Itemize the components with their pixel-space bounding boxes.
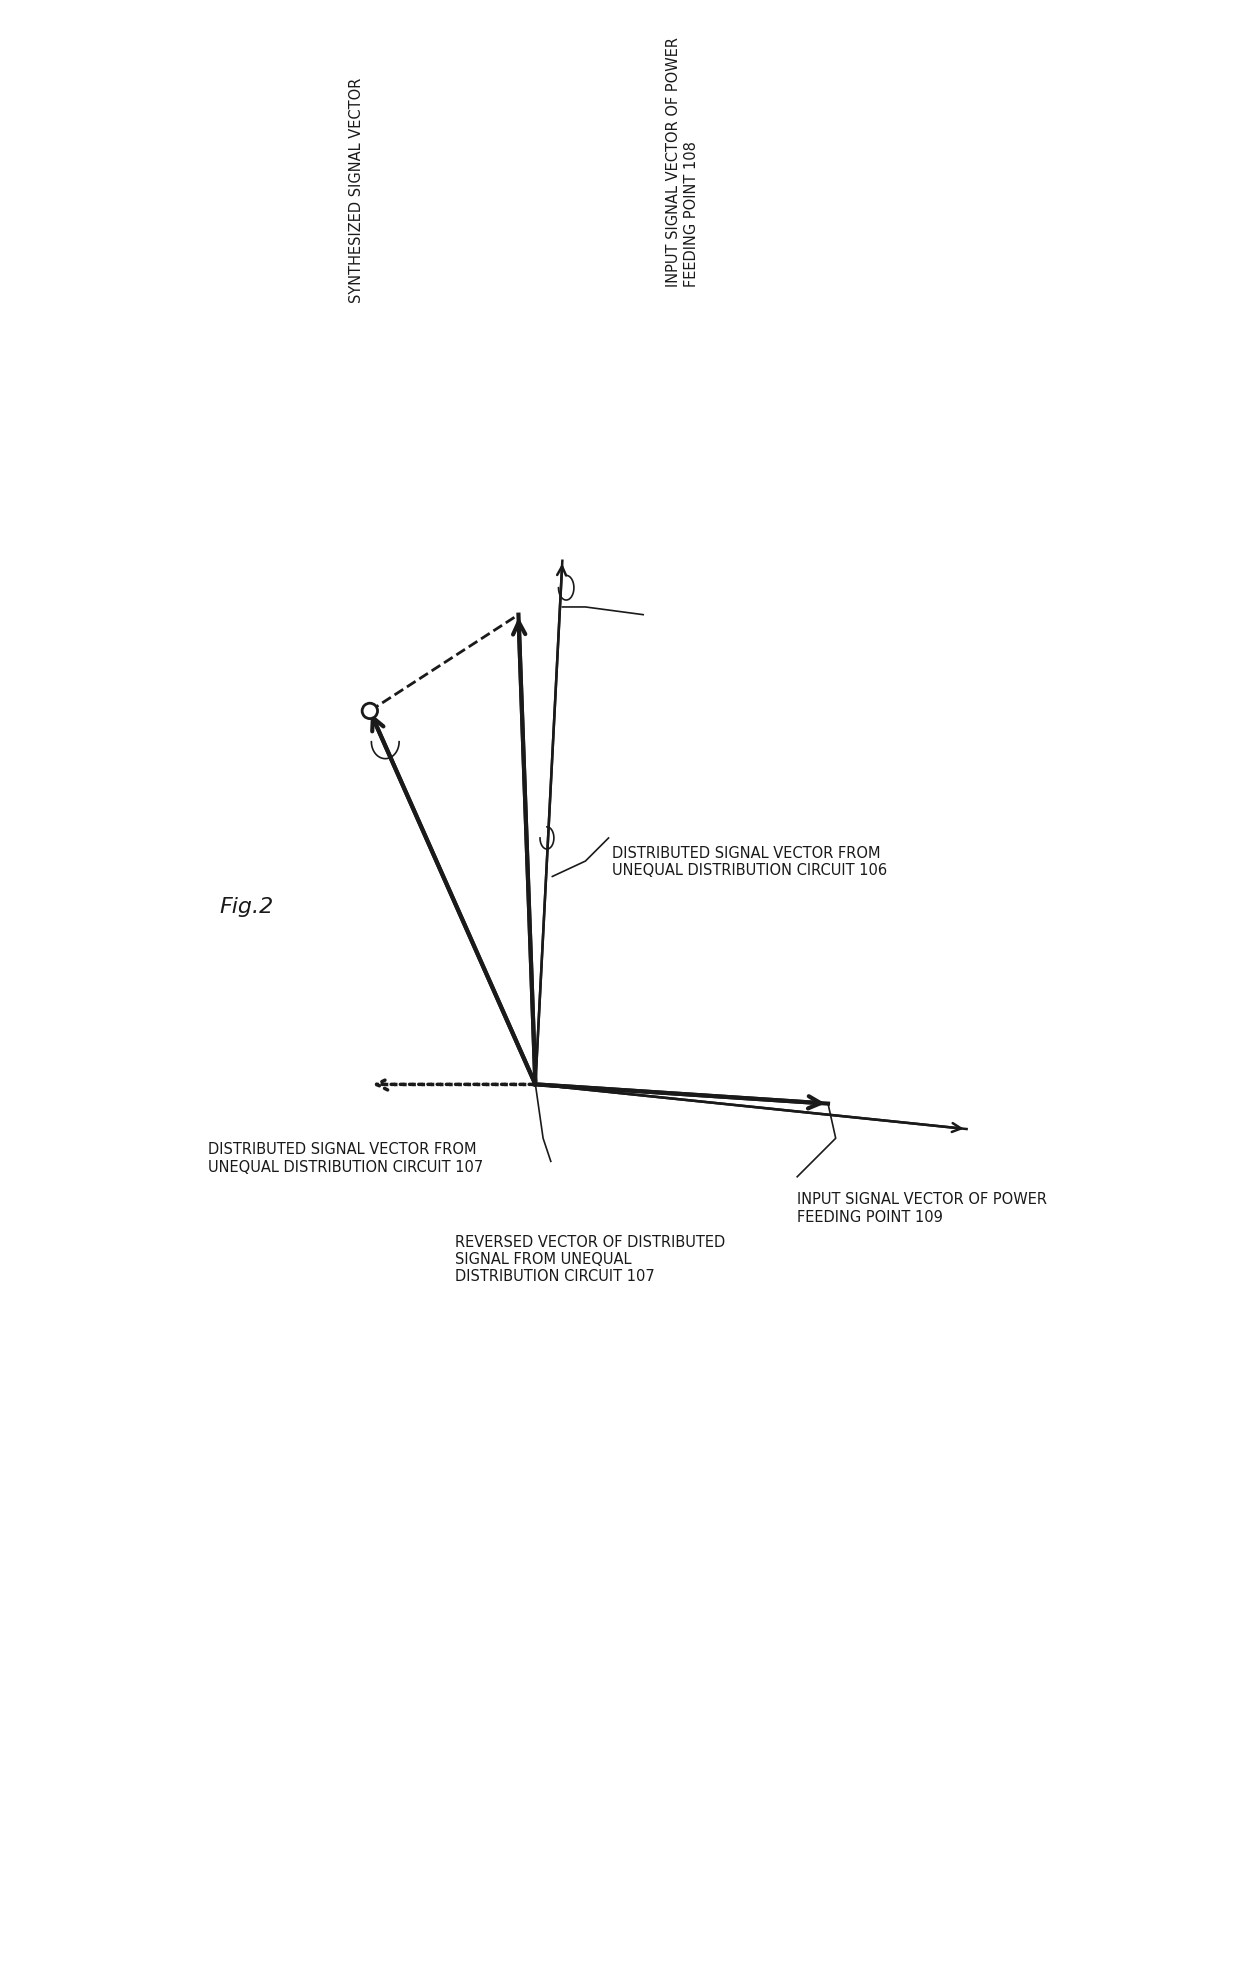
Text: INPUT SIGNAL VECTOR OF POWER
FEEDING POINT 108: INPUT SIGNAL VECTOR OF POWER FEEDING POI… <box>666 38 698 287</box>
Text: REVERSED VECTOR OF DISTRIBUTED
SIGNAL FROM UNEQUAL
DISTRIBUTION CIRCUIT 107: REVERSED VECTOR OF DISTRIBUTED SIGNAL FR… <box>455 1234 725 1284</box>
Text: DISTRIBUTED SIGNAL VECTOR FROM
UNEQUAL DISTRIBUTION CIRCUIT 106: DISTRIBUTED SIGNAL VECTOR FROM UNEQUAL D… <box>613 847 888 878</box>
Text: INPUT SIGNAL VECTOR OF POWER
FEEDING POINT 109: INPUT SIGNAL VECTOR OF POWER FEEDING POI… <box>797 1193 1048 1224</box>
Text: Fig.2: Fig.2 <box>219 898 274 918</box>
Circle shape <box>362 704 377 718</box>
Text: SYNTHESIZED SIGNAL VECTOR: SYNTHESIZED SIGNAL VECTOR <box>350 77 365 303</box>
Text: DISTRIBUTED SIGNAL VECTOR FROM
UNEQUAL DISTRIBUTION CIRCUIT 107: DISTRIBUTED SIGNAL VECTOR FROM UNEQUAL D… <box>208 1141 484 1175</box>
